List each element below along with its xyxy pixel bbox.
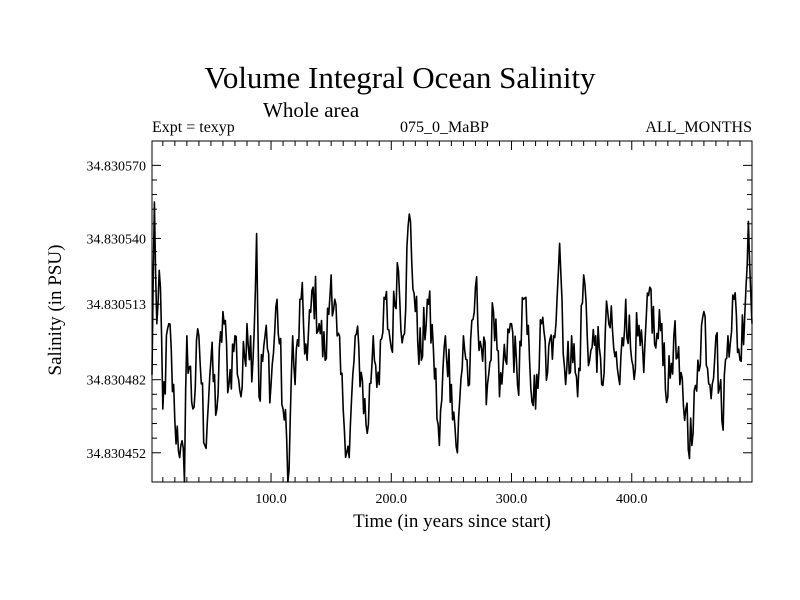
period-label: 075_0_MaBP [400,119,489,136]
y-tick-label: 34.830482 [87,374,147,389]
plot-frame [151,140,753,483]
chart-subtitle: Whole area [263,98,360,122]
y-axis-label: Salinity (in PSU) [45,244,66,376]
salinity-series-line [151,201,753,483]
y-axis-tick-labels: 34.830452 34.830482 34.830513 34.830540 34.8… [87,159,147,461]
y-tick-label: 34.830570 [87,159,147,174]
x-tick-label: 300.0 [496,492,528,507]
x-axis-tick-labels: 100.0 200.0 300.0 400.0 [255,492,647,507]
y-tick-label: 34.830513 [87,298,147,313]
x-tick-label: 400.0 [616,492,648,507]
y-tick-label: 34.830452 [87,447,147,462]
chart-title: Volume Integral Ocean Salinity [204,60,596,95]
months-label: ALL_MONTHS [645,119,752,136]
experiment-label: Expt = texyp [152,119,235,136]
x-axis-ticks [162,141,741,482]
x-tick-label: 100.0 [255,492,287,507]
y-tick-label: 34.830540 [87,232,147,247]
x-tick-label: 200.0 [376,492,408,507]
x-axis-label: Time (in years since start) [353,511,551,532]
